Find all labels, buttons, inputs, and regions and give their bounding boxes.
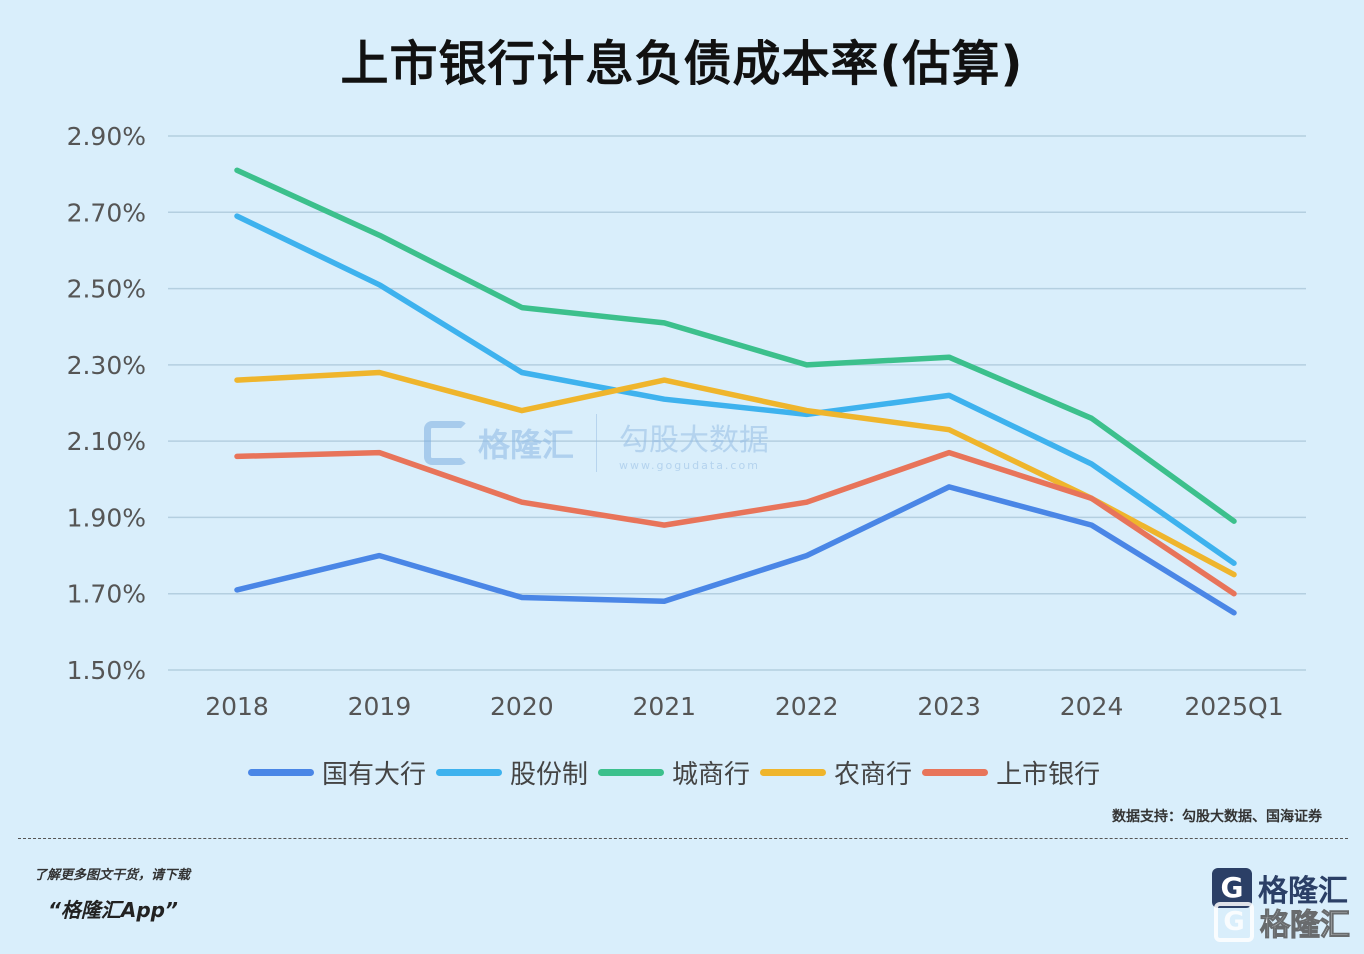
legend-swatch (436, 768, 503, 776)
promo-line-2: “格隆汇App” (48, 898, 178, 922)
divider (18, 838, 1348, 839)
legend-item: 上市银行 (922, 754, 1100, 791)
watermark-brand: 格隆汇 (478, 426, 575, 464)
y-tick-label: 1.70% (67, 580, 146, 609)
legend-label: 农商行 (834, 759, 913, 790)
series-line-国有大行 (234, 484, 1237, 616)
y-tick-label: 2.10% (67, 427, 146, 456)
brand-g-overlay-icon: G (1214, 902, 1254, 942)
y-tick-label: 2.30% (67, 351, 146, 380)
x-tick-label: 2024 (1060, 692, 1124, 721)
brand-name-overlay: 格隆汇 (1260, 908, 1351, 944)
gridlines (168, 135, 1306, 671)
legend-label: 国有大行 (322, 759, 427, 790)
legend-label: 股份制 (510, 759, 589, 790)
series-lines (234, 167, 1237, 616)
brand-g-icon: G (1212, 868, 1252, 908)
x-tick-label: 2018 (205, 692, 269, 721)
data-source: 数据支持：勾股大数据、国海证券 (1112, 809, 1322, 825)
x-axis-ticks: 2018 2019 2020 2021 2022 2023 2024 2025Q1 (205, 692, 1283, 721)
x-tick-label: 2025Q1 (1184, 692, 1283, 721)
x-tick-label: 2021 (632, 692, 696, 721)
x-tick-label: 2020 (490, 692, 554, 721)
watermark-url: www.gogudata.com (619, 458, 760, 472)
legend-item: 股份制 (436, 754, 588, 791)
series-line-城商行 (234, 167, 1237, 524)
watermark-separator (596, 414, 598, 472)
watermark-sub-brand: 勾股大数据 (619, 422, 770, 458)
watermark: 格隆汇 勾股大数据 www.gogudata.com (424, 414, 769, 472)
x-tick-label: 2023 (917, 692, 981, 721)
legend-swatch (922, 768, 989, 776)
legend-item: 城商行 (598, 754, 750, 791)
y-axis-ticks: 2.90% 2.70% 2.50% 2.30% 2.10% 1.90% 1.70% 1.50% (67, 122, 146, 685)
y-tick-label: 2.70% (67, 198, 146, 227)
brand-name: 格隆汇 (1258, 874, 1348, 909)
legend-label: 城商行 (672, 759, 751, 790)
legend-swatch (248, 768, 314, 776)
legend-item: 农商行 (760, 754, 912, 791)
y-tick-label: 2.90% (67, 122, 146, 151)
legend-label: 上市银行 (996, 759, 1101, 790)
x-tick-label: 2019 (348, 692, 412, 721)
y-tick-label: 1.50% (67, 656, 146, 685)
legend-item: 国有大行 (248, 754, 426, 791)
series-line-股份制 (234, 213, 1237, 566)
legend-swatch (598, 768, 665, 776)
watermark-logo-icon (424, 421, 468, 465)
promo-line-1: 了解更多图文干货，请下载 (34, 868, 191, 883)
brand-logo-overlay: G 格隆汇 (1214, 900, 1351, 944)
chart-title: 上市银行计息负债成本率(估算) (340, 36, 1024, 92)
series-line-农商行 (234, 369, 1237, 578)
chart-legend: 国有大行 股份制 城商行 农商行 上市银行 (248, 752, 1110, 792)
y-tick-label: 1.90% (67, 503, 146, 532)
series-line-上市银行 (234, 449, 1237, 597)
legend-swatch (760, 768, 827, 776)
brand-logo: G 格隆汇 (1212, 866, 1348, 910)
y-tick-label: 2.50% (67, 275, 146, 304)
x-tick-label: 2022 (775, 692, 839, 721)
